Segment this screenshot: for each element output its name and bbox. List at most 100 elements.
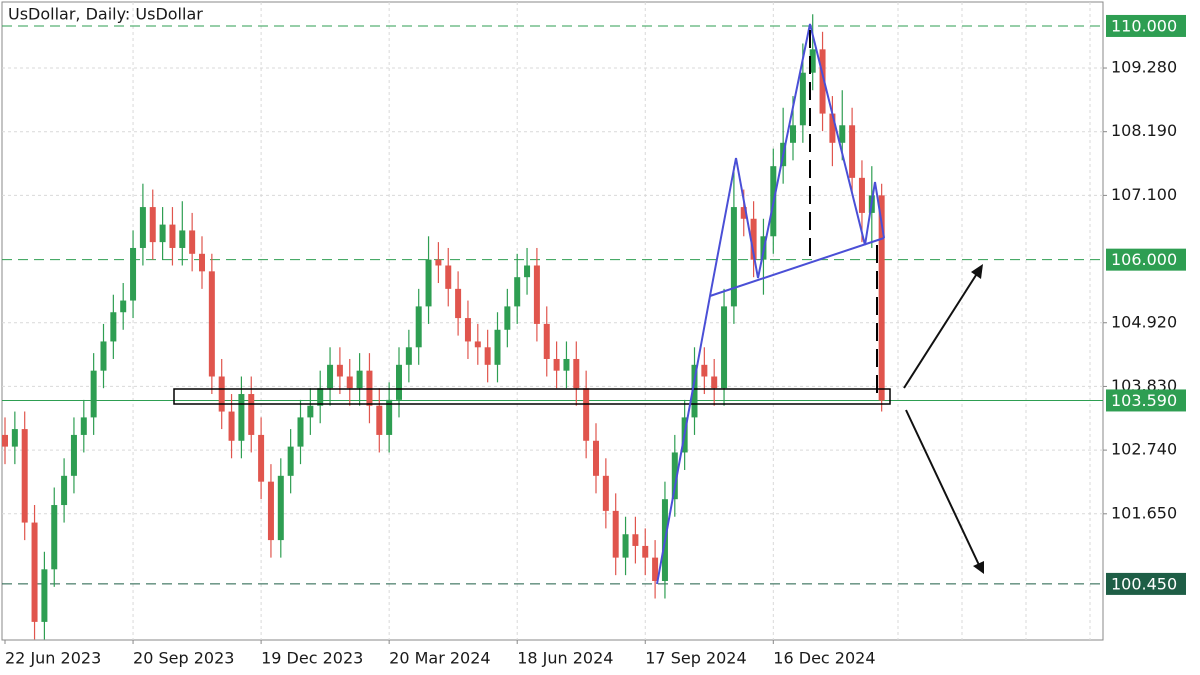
candle-body (218, 376, 225, 412)
candle-body (809, 49, 816, 73)
y-tick-label: 109.280 (1111, 58, 1177, 77)
candle-body (632, 534, 639, 546)
arrow-down (905, 409, 980, 566)
x-tick-label: 16 Dec 2024 (773, 649, 875, 668)
candle-body (563, 358, 570, 371)
candle-body (691, 364, 698, 418)
candle-body (208, 271, 215, 377)
candle-body (750, 218, 757, 260)
levels (2, 25, 1103, 585)
candle-body (130, 247, 137, 301)
candle-body (622, 534, 629, 558)
candle-body (425, 259, 432, 307)
candle-body (593, 440, 599, 476)
candle-body (642, 545, 649, 558)
candle-body (583, 388, 590, 441)
candle-body (307, 405, 314, 418)
candle-body (238, 394, 245, 441)
candle-body (740, 207, 747, 219)
candle-body (287, 446, 294, 476)
drawings (173, 23, 984, 585)
candle-body (317, 388, 324, 406)
candle-body (21, 429, 28, 523)
candle-body (445, 265, 452, 289)
price-box-label: 110.000 (1111, 16, 1177, 35)
candle-body (849, 125, 856, 178)
price-box (1106, 572, 1186, 595)
candle-body (799, 72, 806, 126)
x-tick-label: 22 Jun 2023 (5, 649, 101, 668)
candle-body (435, 259, 442, 266)
candle-body (189, 230, 196, 254)
candle-body (228, 411, 235, 441)
candle-body (573, 358, 580, 389)
y-tick-label: 104.920 (1111, 312, 1177, 331)
candle-body (356, 370, 363, 389)
support-zone (173, 388, 891, 405)
candle-body (464, 318, 471, 342)
candle-body (484, 347, 491, 365)
candle-body (169, 224, 176, 248)
candle-body (858, 177, 865, 213)
candle-body (100, 341, 107, 371)
candle-body (2, 434, 8, 447)
candle-body (346, 376, 353, 389)
candle-body (386, 399, 393, 435)
candle-body (248, 394, 255, 435)
candle-body (533, 265, 540, 324)
candle-body (819, 49, 826, 114)
neckline (709, 237, 885, 297)
candle-body (110, 312, 117, 342)
candle-body (652, 557, 659, 581)
candle-body (61, 475, 68, 506)
candle-body (11, 429, 18, 447)
candle-body (553, 358, 560, 371)
candle-body (396, 364, 402, 400)
x-tick-label: 18 Jun 2024 (517, 649, 613, 668)
candle-body (258, 434, 265, 482)
pattern-line (656, 23, 885, 585)
candle-body (415, 306, 422, 348)
candles (2, 14, 885, 640)
candle-body (730, 207, 737, 307)
candle-body (179, 230, 186, 248)
candle-body (80, 417, 87, 435)
candle-body (602, 475, 609, 511)
arrow-head (973, 561, 984, 574)
candle-body (721, 306, 728, 389)
y-tick-label: 102.740 (1111, 440, 1177, 459)
y-tick-label: 107.100 (1111, 185, 1177, 204)
arrow-head (971, 264, 983, 279)
candle-body (671, 452, 678, 500)
candle-body (149, 207, 156, 243)
axis: 109.280108.190107.100104.920103.830102.7… (4, 14, 1186, 668)
y-tick-label: 101.650 (1111, 503, 1177, 522)
candle-body (612, 510, 619, 558)
candle-body (711, 376, 718, 389)
candle-body (51, 505, 58, 570)
candle-body (543, 323, 550, 359)
candle-body (376, 405, 383, 435)
x-tick-label: 17 Sep 2024 (645, 649, 746, 668)
price-box (1106, 248, 1186, 271)
candle-body (701, 364, 708, 377)
candle-body (504, 306, 511, 330)
price-box (1106, 389, 1186, 412)
candle-body (139, 207, 146, 248)
candle-body (514, 277, 521, 307)
x-tick-label: 19 Dec 2023 (261, 649, 363, 668)
arrow-up (903, 271, 979, 389)
candle-body (839, 125, 846, 143)
candle-body (336, 364, 343, 377)
candle-body (31, 522, 38, 622)
price-box-label: 103.590 (1111, 391, 1177, 410)
candle-body (327, 364, 334, 389)
y-tick-label: 108.190 (1111, 121, 1177, 140)
candle-body (829, 113, 836, 143)
candle-body (199, 253, 205, 272)
candle-body (159, 224, 166, 243)
candle-body (494, 329, 501, 365)
price-box-label: 106.000 (1111, 250, 1177, 269)
